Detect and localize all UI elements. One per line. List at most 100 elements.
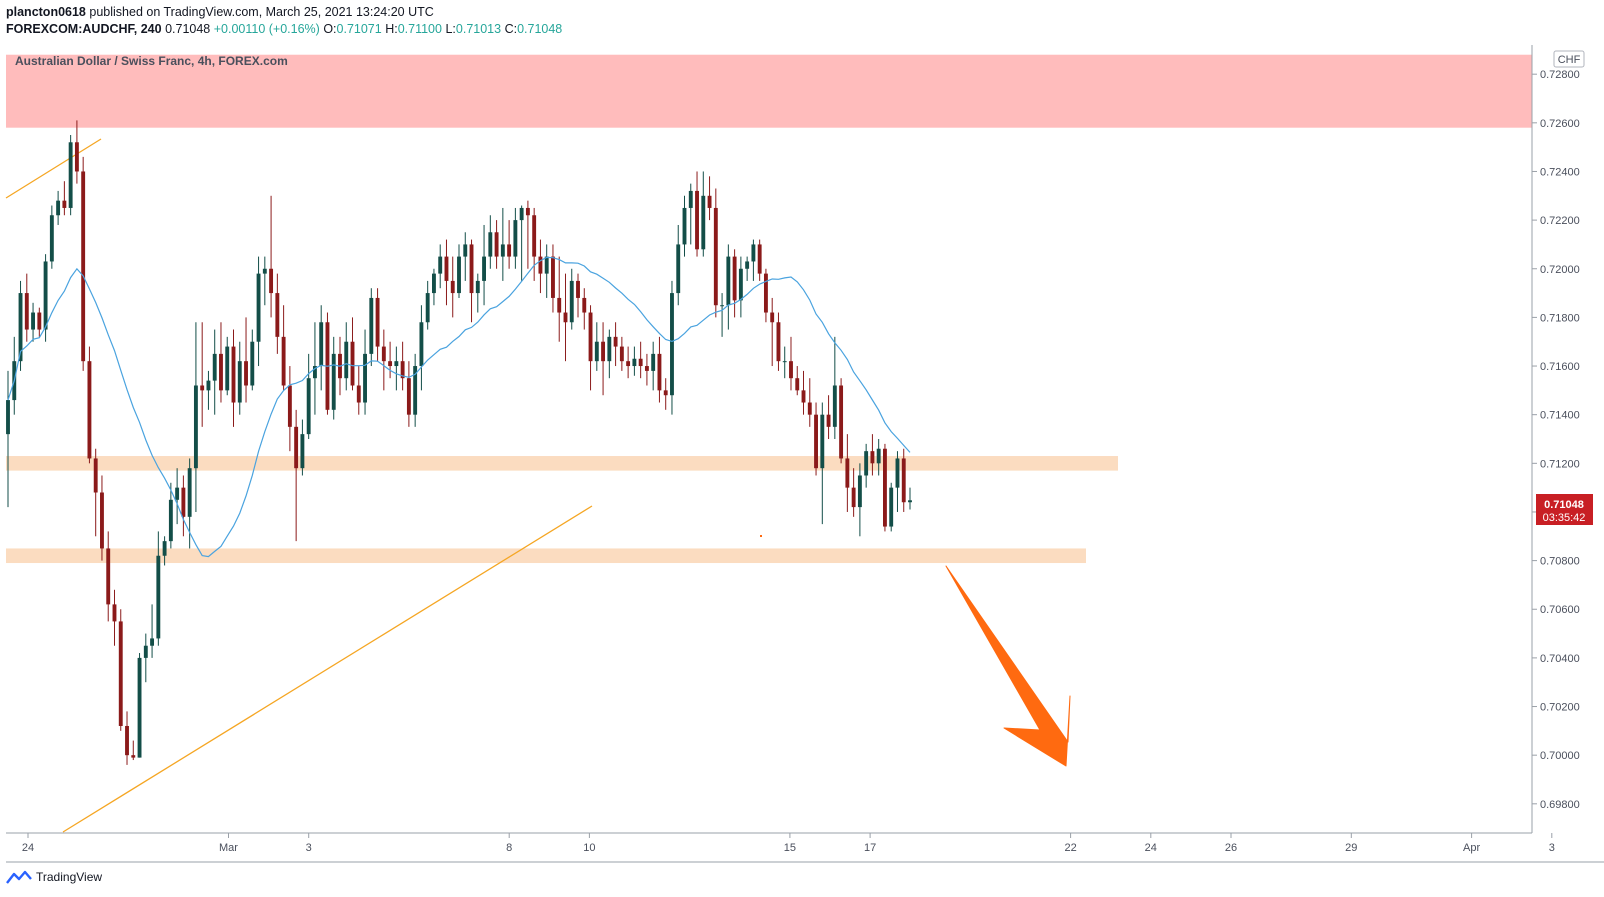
candle-up[interactable] [150, 638, 155, 646]
candle-up[interactable] [782, 361, 787, 363]
candle-down[interactable] [601, 341, 606, 362]
candle-down[interactable] [507, 244, 512, 257]
candle-up[interactable] [475, 280, 480, 294]
candle-up[interactable] [864, 451, 869, 476]
candle-up[interactable] [363, 353, 367, 403]
candle-up[interactable] [237, 361, 242, 403]
candle-down[interactable] [770, 312, 775, 323]
candle-down[interactable] [795, 378, 800, 391]
candle-down[interactable] [131, 755, 136, 758]
candle-up[interactable] [256, 273, 261, 342]
candle-up[interactable] [832, 385, 837, 427]
candle-down[interactable] [93, 458, 98, 493]
candle-down[interactable] [732, 256, 737, 301]
candle-down[interactable] [826, 414, 831, 427]
candle-down[interactable] [406, 378, 411, 415]
candle-up[interactable] [519, 207, 524, 221]
candle-up[interactable] [137, 657, 142, 758]
candle-down[interactable] [200, 385, 205, 391]
candle-up[interactable] [6, 400, 10, 435]
candle-up[interactable] [225, 346, 230, 391]
candle-down[interactable] [626, 361, 631, 367]
candle-up[interactable] [168, 499, 173, 542]
candle-down[interactable] [269, 268, 274, 294]
candle-down[interactable] [294, 426, 299, 469]
candle-down[interactable] [525, 207, 530, 216]
candle-down[interactable] [444, 256, 449, 281]
candle-down[interactable] [538, 256, 543, 274]
candle-down[interactable] [81, 171, 86, 362]
candle-up[interactable] [876, 448, 881, 464]
candle-down[interactable] [244, 361, 248, 386]
candle-up[interactable] [738, 268, 743, 301]
candle-down[interactable] [106, 548, 111, 605]
candle-up[interactable] [569, 280, 574, 323]
candle-up[interactable] [344, 341, 349, 379]
candle-down[interactable] [356, 385, 361, 403]
candle-down[interactable] [350, 341, 355, 386]
candle-down[interactable] [112, 604, 117, 622]
candle-down[interactable] [62, 200, 67, 208]
candle-up[interactable] [162, 541, 167, 556]
time-axis[interactable]: 24Mar3810151722242629Apr3579 [22, 833, 1604, 854]
candle-up[interactable] [607, 336, 612, 362]
candle-up[interactable] [300, 434, 305, 469]
candle-down[interactable] [118, 621, 123, 726]
candle-up[interactable] [250, 341, 255, 386]
candle-down[interactable] [588, 312, 593, 362]
candle-up[interactable] [682, 207, 687, 245]
candle-down[interactable] [657, 353, 662, 391]
trendline-upper-left[interactable] [5, 138, 102, 199]
candle-down[interactable] [870, 451, 875, 464]
zone-support-lower[interactable] [6, 548, 1086, 564]
candle-down[interactable] [776, 322, 781, 362]
candle-up[interactable] [68, 142, 73, 208]
candle-up[interactable] [889, 487, 894, 527]
candle-up[interactable] [432, 273, 436, 294]
candle-up[interactable] [369, 297, 374, 354]
candle-up[interactable] [43, 261, 48, 330]
candle-up[interactable] [206, 380, 211, 391]
candle-down[interactable] [563, 312, 568, 323]
candle-down[interactable] [381, 346, 386, 362]
candle-down[interactable] [576, 280, 580, 298]
candle-down[interactable] [287, 385, 292, 427]
candle-down[interactable] [763, 273, 768, 313]
candle-down[interactable] [851, 487, 856, 508]
candle-down[interactable] [450, 280, 455, 294]
candle-up[interactable] [193, 385, 198, 469]
candle-up[interactable] [312, 366, 317, 379]
candle-up[interactable] [212, 353, 217, 381]
candle-down[interactable] [707, 195, 712, 208]
candle-down[interactable] [901, 458, 906, 503]
candle-down[interactable] [557, 297, 562, 313]
trendline-lower[interactable] [62, 505, 593, 833]
candle-down[interactable] [532, 215, 537, 257]
candle-down[interactable] [87, 361, 92, 459]
candle-up[interactable] [262, 268, 267, 274]
candle-down[interactable] [582, 297, 587, 313]
candle-up[interactable] [670, 293, 674, 396]
downward-arrow[interactable] [945, 565, 1071, 767]
candle-up[interactable] [820, 414, 825, 469]
candle-down[interactable] [37, 312, 42, 330]
footer-brand[interactable]: TradingView [6, 869, 102, 885]
plot-area[interactable] [6, 45, 1496, 833]
candle-up[interactable] [726, 256, 731, 306]
candle-up[interactable] [751, 244, 756, 262]
candle-down[interactable] [644, 366, 649, 371]
candle-up[interactable] [394, 361, 399, 367]
candle-down[interactable] [494, 232, 499, 257]
candle-up[interactable] [331, 353, 336, 410]
candle-up[interactable] [688, 190, 693, 208]
symbol-name[interactable]: FOREXCOM:AUDCHF, 240 [6, 22, 162, 36]
candle-up[interactable] [544, 256, 549, 274]
candle-down[interactable] [619, 346, 624, 362]
candle-up[interactable] [419, 322, 424, 367]
candle-up[interactable] [488, 232, 493, 257]
candle-up[interactable] [319, 322, 324, 367]
candle-up[interactable] [425, 293, 430, 323]
candle-up[interactable] [306, 378, 311, 435]
candle-down[interactable] [551, 256, 555, 298]
